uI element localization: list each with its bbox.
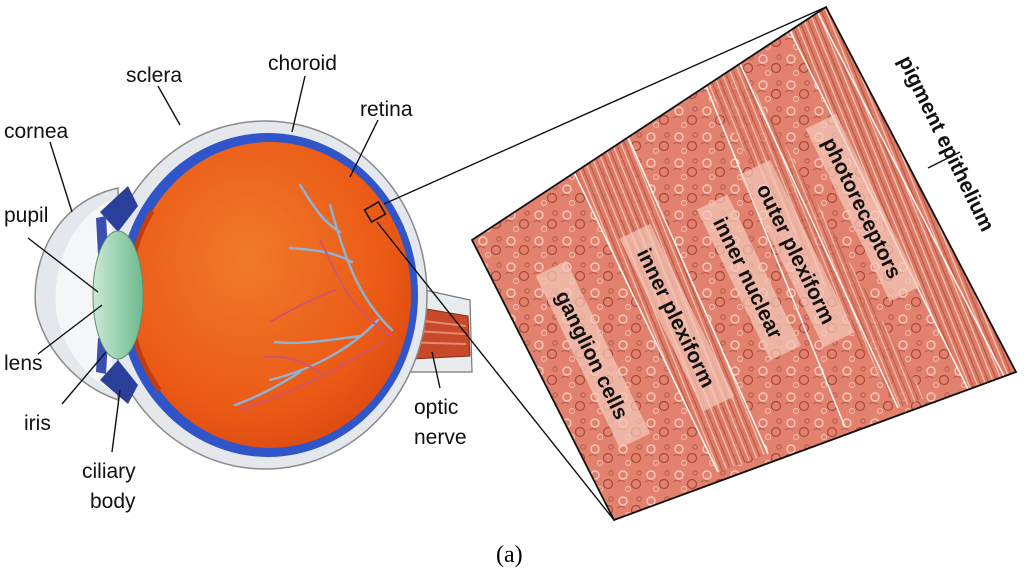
- label-pupil: pupil: [4, 204, 48, 227]
- label-ciliary-body-line1: ciliary: [82, 460, 136, 483]
- retinal-vessels: [233, 183, 394, 411]
- label-optic-nerve-line1: optic: [414, 396, 458, 419]
- label-lens: lens: [4, 352, 43, 375]
- label-optic-nerve-line2: nerve: [414, 426, 467, 449]
- lens-shape: [92, 230, 144, 360]
- figure-caption: (a): [496, 542, 523, 568]
- retina-section: ganglion cells inner plexiform inner nuc…: [470, 5, 1018, 522]
- retina-section-border: [470, 5, 1018, 522]
- zoom-line-top: [383, 6, 827, 205]
- label-sclera: sclera: [126, 64, 182, 87]
- outer-plexiform-band: [706, 64, 925, 408]
- magnified-region-marker: [363, 200, 387, 224]
- pigment-epithelium-leader: [927, 151, 961, 169]
- label-cornea: cornea: [4, 120, 69, 143]
- eye-interior: [129, 142, 411, 448]
- label-ciliary-body-line2: body: [90, 490, 136, 513]
- zoom-line-bottom: [376, 221, 615, 521]
- layer-boundaries: [573, 12, 1005, 473]
- label-retina: retina: [360, 98, 413, 121]
- eyeball: [34, 120, 473, 470]
- ciliary-body-top: [100, 186, 138, 232]
- photoreceptor-band: [790, 7, 1016, 389]
- label-choroid: choroid: [268, 52, 337, 75]
- eye-leader-lines: [27, 75, 441, 453]
- label-iris: iris: [24, 412, 51, 435]
- ciliary-body-bottom: [100, 360, 138, 404]
